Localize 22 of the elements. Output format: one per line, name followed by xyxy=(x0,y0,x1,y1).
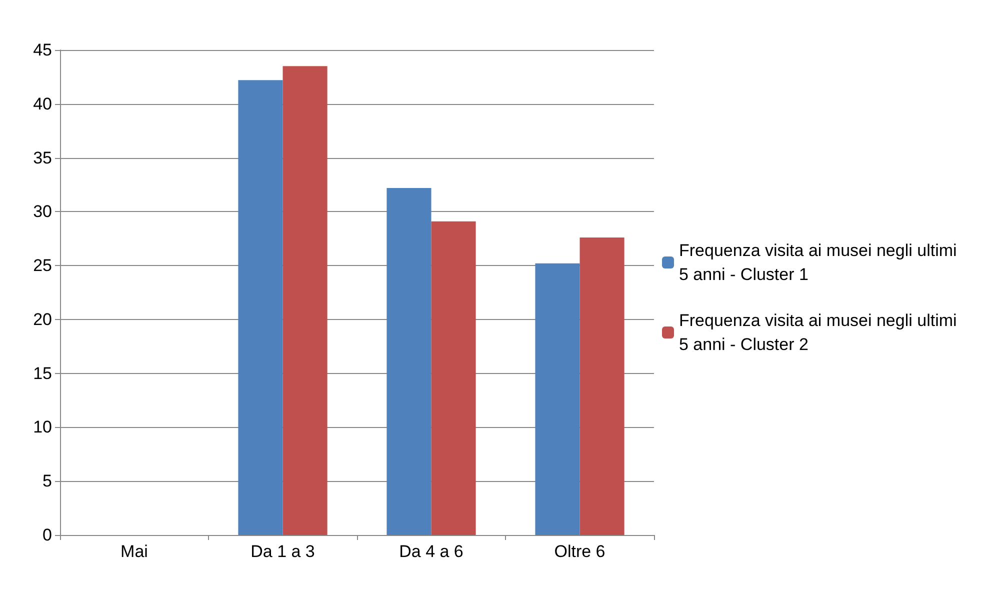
bar xyxy=(238,80,283,535)
bar xyxy=(580,238,624,535)
x-tick-label: Da 4 a 6 xyxy=(399,542,464,561)
y-tick-label: 40 xyxy=(33,94,52,114)
x-tick-label: Mai xyxy=(120,542,148,561)
y-tick-label: 15 xyxy=(33,364,52,383)
bar xyxy=(386,188,432,535)
bar xyxy=(431,221,476,535)
y-tick-label: 45 xyxy=(33,40,52,60)
legend-label: Frequenza visita ai musei negli ultimi 5 anni - Cluster 1 xyxy=(679,241,962,284)
bar xyxy=(282,66,328,535)
y-tick-label: 5 xyxy=(42,472,52,491)
bar xyxy=(535,263,580,535)
y-tick-label: 10 xyxy=(33,418,52,437)
y-tick-label: 30 xyxy=(33,202,52,222)
y-tick-label: 20 xyxy=(33,310,52,329)
legend-label: Frequenza visita ai musei negli ultimi 5 anni - Cluster 2 xyxy=(679,311,962,354)
y-tick-label: 25 xyxy=(33,256,52,276)
y-tick-label: 0 xyxy=(42,526,52,544)
x-tick-label: Oltre 6 xyxy=(554,542,606,561)
y-tick-label: 35 xyxy=(33,148,52,168)
x-tick-label: Da 1 a 3 xyxy=(250,542,315,561)
